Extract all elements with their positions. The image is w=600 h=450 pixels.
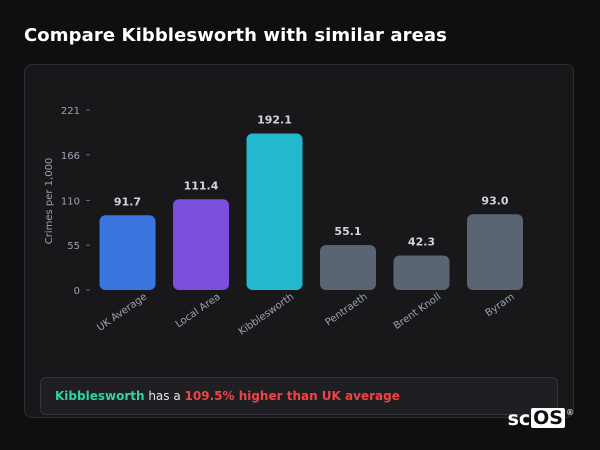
callout-highlight: 109.5% higher than UK average	[184, 389, 400, 403]
x-tick-label: Kibblesworth	[237, 291, 296, 337]
page-title: Compare Kibblesworth with similar areas	[24, 25, 447, 46]
bar-value-label: 42.3	[408, 236, 435, 249]
bar-byram[interactable]	[467, 214, 523, 290]
x-tick-label: Local Area	[174, 291, 223, 330]
x-tick-label: Byram	[484, 291, 517, 319]
bar-value-label: 93.0	[481, 194, 508, 207]
bar-brent-knoll[interactable]	[393, 255, 450, 290]
y-tick-label: 166	[61, 151, 80, 162]
y-tick-label: 55	[67, 241, 80, 252]
y-tick-label: 0	[74, 286, 80, 297]
y-tick-label: 110	[61, 196, 80, 207]
y-axis-label: Crimes per 1,000	[44, 158, 55, 245]
x-tick-label: Brent Knoll	[392, 291, 443, 332]
callout-area-name: Kibblesworth	[55, 389, 145, 403]
y-tick-label: 221	[61, 106, 80, 117]
bar-local-area[interactable]	[173, 199, 229, 290]
bar-value-label: 55.1	[334, 225, 361, 238]
bar-kibblesworth[interactable]	[246, 133, 303, 290]
scos-logo: sc OS ®	[508, 408, 574, 430]
logo-sc: sc	[507, 408, 531, 430]
x-tick-label: UK Average	[95, 291, 149, 333]
bar-pentraeth[interactable]	[320, 245, 376, 290]
comparison-callout: Kibblesworth has a 109.5% higher than UK…	[40, 377, 558, 415]
logo-reg: ®	[566, 408, 574, 417]
callout-text: has a	[144, 389, 185, 403]
bar-value-label: 91.7	[114, 195, 141, 208]
bar-value-label: 111.4	[184, 179, 219, 192]
bar-value-label: 192.1	[257, 114, 292, 127]
bar-uk-average[interactable]	[99, 215, 156, 290]
logo-os: OS	[531, 407, 565, 429]
x-tick-label: Pentraeth	[323, 291, 369, 328]
